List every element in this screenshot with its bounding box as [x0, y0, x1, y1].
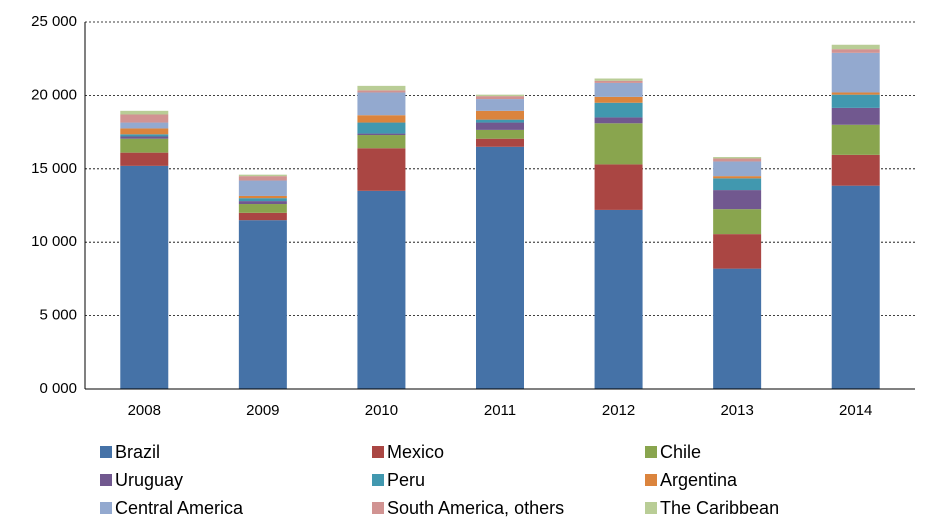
bar-segment [238, 220, 287, 389]
bar-segment [120, 165, 169, 389]
bar-segment [713, 158, 762, 162]
bar-segment [476, 146, 524, 389]
bar-segment [594, 164, 643, 210]
bar-segment [594, 80, 643, 83]
bar-segment [831, 94, 880, 108]
legend-label: Argentina [660, 470, 738, 490]
bar-segment [713, 209, 762, 235]
legend-swatch [645, 474, 657, 486]
x-tick-label: 2012 [602, 402, 635, 419]
bar-segment [238, 180, 287, 196]
legend-swatch [645, 502, 657, 514]
bar-segment [238, 198, 287, 202]
legend-label: Brazil [115, 442, 160, 462]
bar-segment [238, 195, 287, 199]
legend-label: South America, others [387, 498, 564, 518]
bar-segment [594, 209, 643, 389]
y-tick-label: 25 000 [31, 13, 77, 30]
bar-segment [476, 99, 524, 111]
bar-segment [238, 212, 287, 221]
bar-segment [357, 90, 406, 93]
bar-segment [120, 138, 169, 153]
legend-label: Central America [115, 498, 244, 518]
legend-label: Chile [660, 442, 701, 462]
bar-segment [120, 128, 169, 135]
bar-segment [594, 123, 643, 165]
legend-swatch [645, 446, 657, 458]
legend-label: The Caribbean [660, 498, 779, 518]
legend-swatch [100, 446, 112, 458]
bar-segment [831, 49, 880, 53]
bar-segment [831, 92, 880, 95]
y-tick-label: 15 000 [31, 160, 77, 177]
bar-segment [120, 110, 169, 115]
x-tick-label: 2014 [839, 402, 872, 419]
y-tick-label: 10 000 [31, 233, 77, 250]
bar-segment [594, 117, 643, 124]
bar-segment [831, 52, 880, 93]
bar-segment [594, 96, 643, 103]
bar-segment [476, 94, 524, 97]
bar-segment [357, 148, 406, 191]
bar-segment [713, 161, 762, 177]
legend-swatch [100, 502, 112, 514]
x-tick-label: 2013 [720, 402, 753, 419]
bar-segment [713, 178, 762, 191]
bar-segment [357, 135, 406, 149]
legend-label: Peru [387, 470, 425, 490]
bar-segment [594, 82, 643, 97]
bar-segment [357, 190, 406, 389]
legend-swatch [372, 446, 384, 458]
bar-segment [831, 107, 880, 125]
bar-segment [357, 133, 406, 136]
legend-swatch [100, 474, 112, 486]
legend-swatch [372, 474, 384, 486]
legend-label: Mexico [387, 442, 444, 462]
bar-segment [120, 114, 169, 123]
bar-segment [713, 268, 762, 389]
bar-segment [831, 44, 880, 50]
bar-segment [476, 96, 524, 100]
bar-segment [594, 102, 643, 118]
bar-segment [831, 185, 880, 389]
legend-swatch [372, 502, 384, 514]
bar-segment [713, 157, 762, 159]
bar-segment [357, 115, 406, 123]
bar-segment [476, 122, 524, 130]
bar-segment [713, 234, 762, 269]
bar-segment [357, 85, 406, 91]
x-tick-label: 2008 [128, 402, 161, 419]
bar-segment [238, 176, 287, 181]
bar-segment [476, 138, 524, 147]
bar-segment [357, 92, 406, 116]
bar-segment [238, 204, 287, 213]
bar-segment [238, 174, 287, 177]
bar-segment [120, 134, 169, 137]
legend-label: Uruguay [115, 470, 183, 490]
bar-segment [357, 122, 406, 134]
bar-segment [476, 110, 524, 120]
bar-segment [120, 136, 169, 139]
x-tick-label: 2009 [246, 402, 279, 419]
bar-segment [831, 154, 880, 186]
y-tick-label: 5 000 [39, 307, 77, 324]
bar-segment [594, 78, 643, 81]
bar-segment [476, 129, 524, 139]
x-tick-label: 2011 [484, 402, 516, 419]
y-tick-label: 20 000 [31, 86, 77, 103]
y-tick-label: 0 000 [39, 380, 77, 397]
bar-segment [713, 190, 762, 210]
bar-segment [120, 152, 169, 166]
bar-segment [713, 176, 762, 179]
bar-segment [238, 201, 287, 205]
x-tick-label: 2010 [365, 402, 398, 419]
bar-segment [476, 119, 524, 123]
bar-segment [831, 124, 880, 155]
bar-segment [120, 122, 169, 129]
